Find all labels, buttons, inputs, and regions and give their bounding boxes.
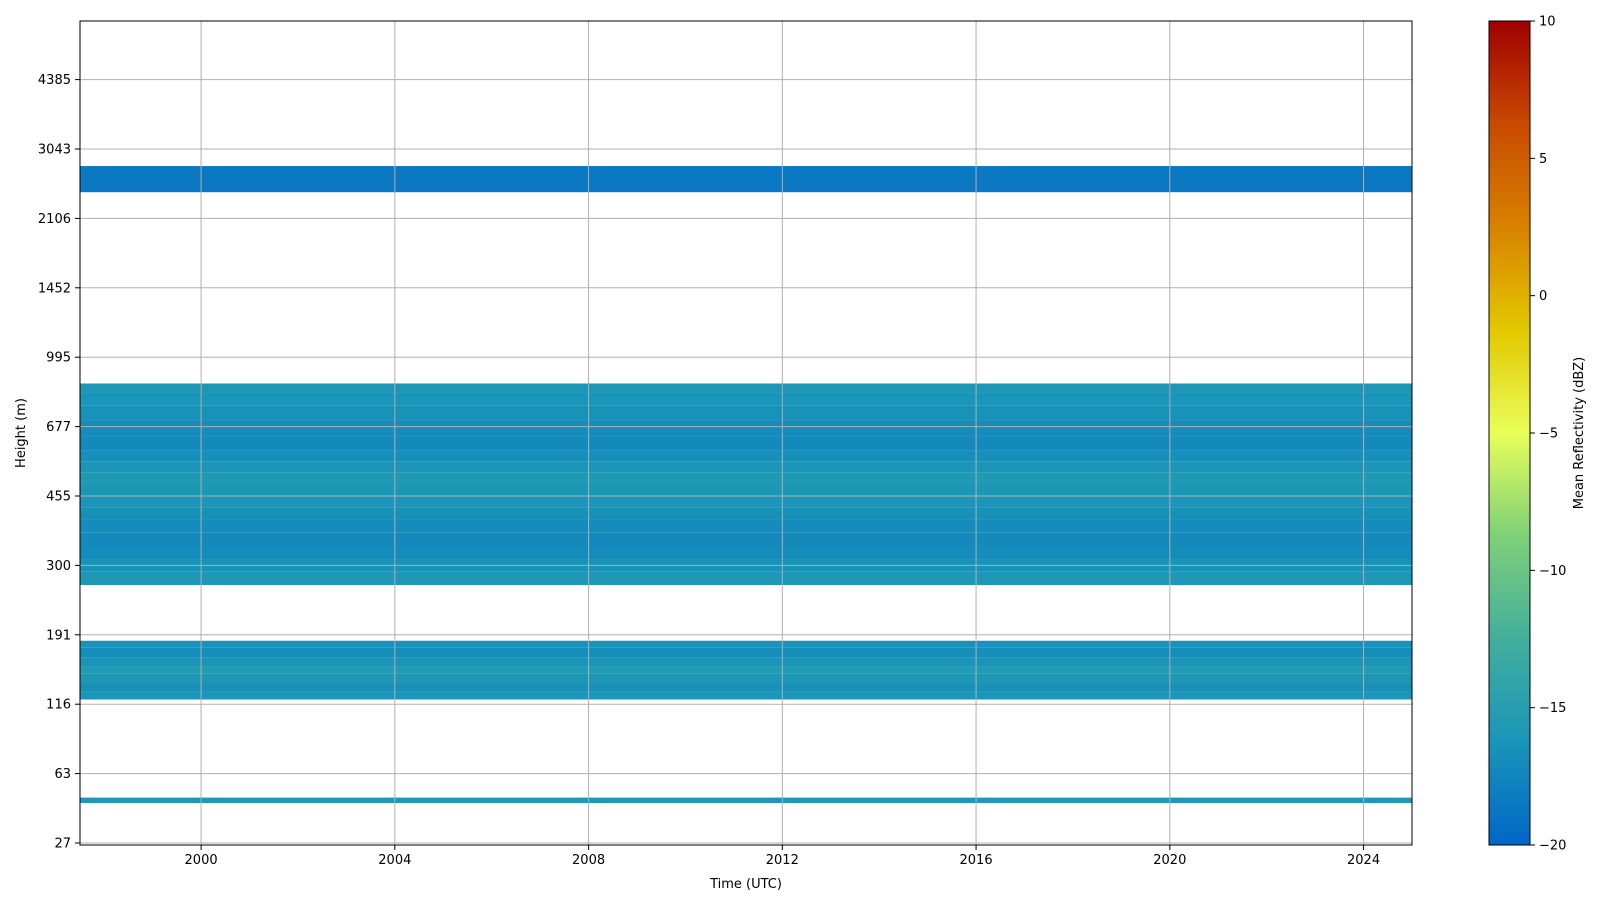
y-tick-label: 63 — [54, 767, 71, 782]
y-tick-label: 995 — [46, 351, 71, 366]
y-tick-label: 3043 — [38, 143, 71, 158]
heatmap-layer — [80, 673, 1412, 683]
colorbar-tick-label: 5 — [1539, 152, 1547, 167]
heatmap-layer — [80, 392, 1412, 406]
colorbar-tick-label: −5 — [1539, 427, 1558, 442]
y-tick-label: 677 — [46, 420, 71, 435]
heatmap-layer — [80, 166, 1412, 193]
x-axis-ticks: 2000 2004 2008 2012 2016 2020 2024 — [185, 845, 1380, 868]
heatmap-layer — [80, 647, 1412, 658]
colorbar-tick-label: 0 — [1539, 289, 1547, 304]
x-tick-label: 2000 — [185, 853, 218, 868]
heatmap-layer — [80, 472, 1412, 484]
heatmap-layer — [80, 405, 1412, 421]
colorbar — [1488, 20, 1531, 846]
heatmap-layer — [80, 640, 1412, 648]
heatmap-layer — [80, 532, 1412, 548]
heatmap-layer — [80, 547, 1412, 560]
heatmap-layer — [80, 571, 1412, 586]
plot-area-frame — [79, 20, 1413, 846]
heatmap-layer — [80, 666, 1412, 674]
heatmap-layer — [80, 519, 1412, 533]
y-tick-label: 116 — [46, 698, 71, 713]
x-tick-label: 2004 — [378, 853, 411, 868]
heatmap-layer — [80, 450, 1412, 462]
colorbar-tick-label: 10 — [1539, 15, 1556, 30]
grid-lines — [80, 21, 1412, 845]
y-tick-label: 300 — [46, 559, 71, 574]
y-tick-label: 1452 — [38, 281, 71, 296]
x-tick-label: 2012 — [766, 853, 799, 868]
y-tick-label: 455 — [46, 490, 71, 505]
heatmap-layer — [80, 507, 1412, 520]
heatmap-layers — [80, 166, 1412, 804]
colorbar-tick-label: −10 — [1539, 564, 1566, 579]
x-tick-label: 2008 — [572, 853, 605, 868]
heatmap-layer — [80, 691, 1412, 700]
heatmap-layer — [80, 383, 1412, 393]
x-tick-label: 2020 — [1153, 853, 1186, 868]
heatmap-layer — [80, 483, 1412, 496]
heatmap-layer — [80, 657, 1412, 667]
heatmap-layer — [80, 420, 1412, 437]
y-tick-label: 2106 — [38, 212, 71, 227]
heatmap-layer — [80, 461, 1412, 473]
heatmap-layer — [80, 797, 1412, 804]
y-axis-label: Height (m) — [14, 398, 29, 468]
y-tick-label: 191 — [46, 628, 71, 643]
heatmap-layer — [80, 496, 1412, 508]
x-tick-label: 2024 — [1347, 853, 1380, 868]
x-tick-label: 2016 — [960, 853, 993, 868]
colorbar-tick-label: −20 — [1539, 839, 1566, 854]
y-tick-label: 4385 — [38, 73, 71, 88]
x-axis-label: Time (UTC) — [709, 877, 782, 892]
colorbar-label: Mean Reflectivity (dBZ) — [1572, 357, 1587, 510]
heatmap-layer — [80, 682, 1412, 692]
colorbar-ticks: −20 −15 −10 −5 0 5 10 — [1530, 15, 1566, 854]
colorbar-tick-label: −15 — [1539, 701, 1566, 716]
y-axis-ticks: 27 63 116 191 300 455 677 995 1452 2106 3043 4385 — [38, 73, 80, 852]
heatmap-layer — [80, 436, 1412, 451]
y-tick-label: 27 — [54, 837, 71, 852]
